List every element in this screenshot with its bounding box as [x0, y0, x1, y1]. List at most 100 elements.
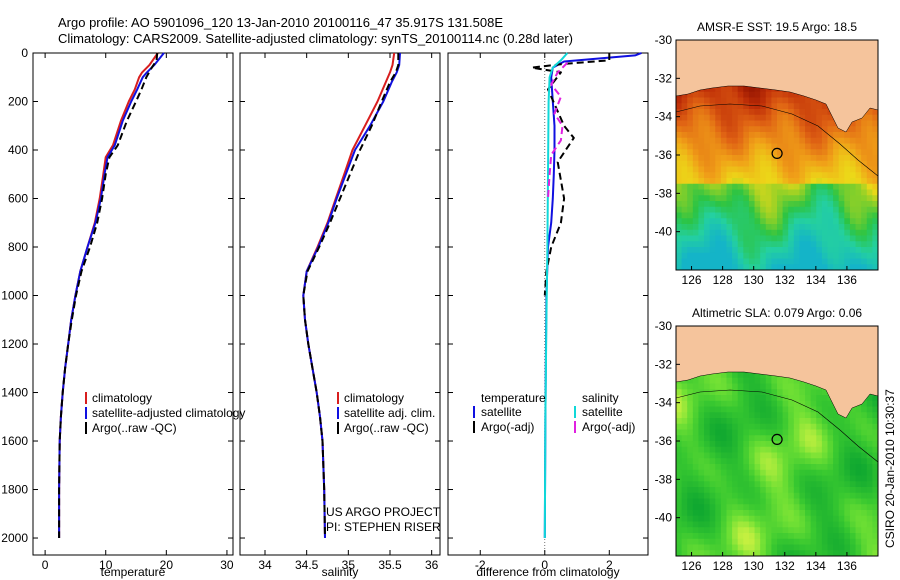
- map-cell: [833, 475, 840, 482]
- map-cell: [821, 538, 829, 546]
- sst-coastline: [676, 40, 878, 133]
- map-cell: [855, 423, 862, 431]
- map-cell: [726, 120, 733, 127]
- map-cell: [782, 418, 789, 425]
- map-cell: [810, 155, 817, 162]
- map-cell: [765, 252, 772, 260]
- map-cell: [743, 372, 750, 379]
- map-cell: [692, 481, 700, 488]
- map-cell: [743, 487, 750, 494]
- map-cell: [849, 264, 857, 270]
- map-cell: [855, 435, 862, 442]
- map-cell: [748, 446, 756, 454]
- y-tick-label: -34: [655, 396, 673, 410]
- map-cell: [726, 521, 733, 528]
- map-cell: [816, 389, 823, 396]
- map-cell: [816, 224, 823, 231]
- map-cell: [692, 114, 700, 122]
- map-cell: [827, 429, 834, 436]
- map-cell: [737, 492, 744, 500]
- map-cell: [827, 212, 834, 219]
- map-cell: [838, 201, 845, 208]
- map-cell: [777, 469, 784, 477]
- map-cell: [799, 412, 806, 419]
- map-cell: [816, 103, 823, 110]
- map-cell: [681, 400, 688, 408]
- y-tick-label: -36: [655, 148, 673, 162]
- map-cell: [760, 441, 767, 448]
- map-cell: [687, 252, 694, 260]
- map-cell: [687, 515, 694, 523]
- map-cell: [793, 383, 801, 390]
- map-cell: [866, 510, 873, 517]
- map-cell: [737, 510, 744, 517]
- map-cell: [833, 521, 840, 528]
- map-cell: [855, 533, 862, 540]
- map-cell: [698, 120, 705, 127]
- map-cell: [861, 550, 868, 556]
- map-cell: [720, 533, 728, 540]
- map-cell: [760, 183, 767, 191]
- map-cell: [782, 201, 789, 208]
- map-cell: [726, 377, 733, 385]
- map-cell: [715, 418, 722, 425]
- map-cell: [754, 429, 761, 436]
- y-tick-label: -32: [655, 71, 673, 85]
- map-cell: [782, 504, 789, 511]
- map-cell: [788, 189, 795, 196]
- map-cell: [821, 481, 829, 488]
- map-cell: [799, 492, 806, 500]
- map-cell: [777, 247, 784, 254]
- map-cell: [698, 172, 705, 179]
- map-cell: [709, 515, 716, 523]
- map-cell: [866, 544, 873, 551]
- map-cell: [793, 212, 801, 219]
- map-cell: [777, 183, 784, 191]
- map-cell: [732, 400, 739, 408]
- map-cell: [754, 224, 761, 231]
- map-cell: [866, 241, 873, 248]
- legend-label-sal-satellite: satellite: [582, 405, 623, 419]
- map-cell: [872, 195, 878, 202]
- map-cell: [704, 166, 711, 173]
- map-cell: [726, 103, 733, 110]
- map-cell: [805, 155, 812, 162]
- map-cell: [720, 458, 728, 465]
- map-cell: [698, 132, 705, 139]
- map-cell: [861, 412, 868, 419]
- map-cell: [849, 201, 857, 208]
- map-cell: [838, 132, 845, 139]
- map-cell: [715, 510, 722, 517]
- map-cell: [788, 423, 795, 431]
- map-cell: [687, 166, 694, 173]
- map-cell: [726, 91, 733, 99]
- map-cell: [855, 504, 862, 511]
- map-cell: [760, 400, 767, 408]
- map-cell: [799, 504, 806, 511]
- map-cell: [838, 504, 845, 511]
- map-cell: [737, 172, 744, 179]
- map-cell: [681, 475, 688, 482]
- map-cell: [709, 544, 716, 551]
- map-cell: [799, 212, 806, 219]
- map-cell: [704, 120, 711, 127]
- map-cell: [805, 206, 812, 214]
- map-cell: [855, 429, 862, 436]
- map-cell: [833, 155, 840, 162]
- map-cell: [760, 212, 767, 219]
- map-cell: [704, 492, 711, 500]
- map-cell: [788, 137, 795, 145]
- map-cell: [771, 423, 778, 431]
- map-cell: [799, 429, 806, 436]
- map-cell: [754, 406, 761, 413]
- map-cell: [732, 212, 739, 219]
- map-cell: [760, 538, 767, 546]
- map-cell: [676, 149, 683, 156]
- map-cell: [681, 515, 688, 523]
- map-cell: [748, 550, 756, 556]
- map-cell: [872, 527, 878, 534]
- map-cell: [777, 241, 784, 248]
- map-cell: [810, 172, 817, 179]
- map-cell: [872, 206, 878, 214]
- map-cell: [687, 389, 694, 396]
